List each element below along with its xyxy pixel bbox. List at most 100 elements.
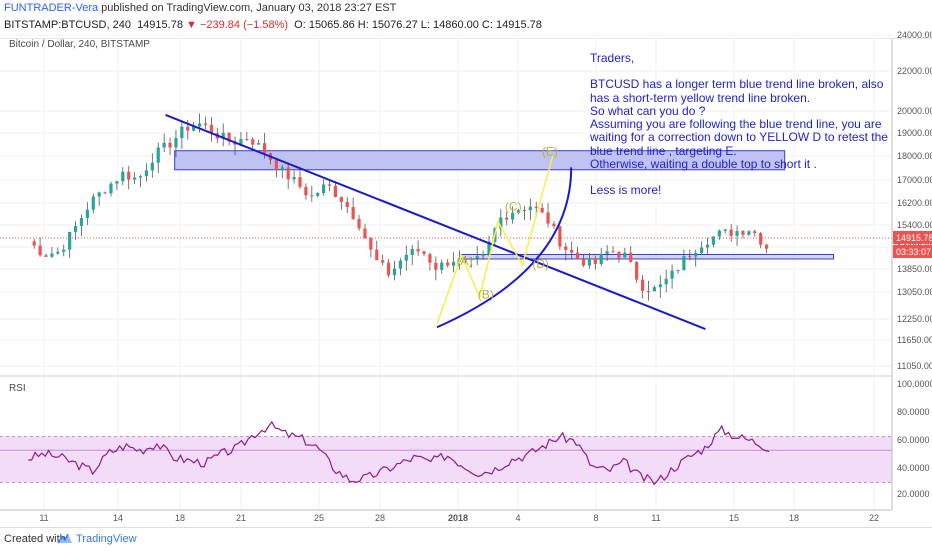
ohlc-values: O: 15065.86 H: 15076.27 L: 14860.00 C: 1… xyxy=(294,19,542,31)
candle xyxy=(168,142,172,148)
x-tick-label: 28 xyxy=(375,513,385,523)
candle xyxy=(741,231,745,235)
candle xyxy=(316,193,320,196)
candle xyxy=(558,226,562,247)
rsi-line xyxy=(28,420,770,486)
candle xyxy=(611,251,615,253)
note-line: So what can you do ? xyxy=(590,103,706,118)
candle xyxy=(203,123,208,125)
x-tick-label: 8 xyxy=(593,513,598,523)
pattern-label: (E) xyxy=(542,144,558,158)
rsi-tick-label: 60.0000 xyxy=(897,435,930,445)
candle xyxy=(298,177,302,187)
symbol-label[interactable]: BITSTAMP:BTCUSD, 240 xyxy=(4,19,131,31)
countdown-label: 03:33:07 xyxy=(896,247,931,257)
candle xyxy=(221,132,225,139)
candle xyxy=(416,248,420,252)
candle xyxy=(505,217,509,220)
candle xyxy=(587,258,592,266)
candle xyxy=(73,225,78,232)
pattern-label: (D) xyxy=(532,257,549,271)
rsi-tick-label: 40.0000 xyxy=(897,463,930,473)
candle xyxy=(310,195,314,197)
candle xyxy=(581,259,586,266)
candle xyxy=(286,167,290,180)
candle xyxy=(162,142,166,148)
candle xyxy=(664,278,668,285)
parabolic-curve[interactable] xyxy=(436,167,573,329)
axes: 24000.00 22000.00 20000.00 19000.00 18000.00… xyxy=(0,30,932,523)
candle xyxy=(381,260,385,263)
candle xyxy=(186,126,190,131)
ohlc-line: BITSTAMP:BTCUSD, 240 14915.78 ▼ −239.84 … xyxy=(4,19,542,31)
candle xyxy=(434,262,438,270)
candle xyxy=(700,247,704,253)
candle xyxy=(38,245,42,256)
candle xyxy=(62,249,66,252)
candle xyxy=(245,139,249,141)
candle xyxy=(197,123,202,127)
blue-trend-line[interactable] xyxy=(165,114,706,330)
candle xyxy=(251,139,255,145)
y-tick-label: 16200.00 xyxy=(897,198,932,208)
publish-line: FUNTRADER-Vera published on TradingView.… xyxy=(4,2,396,14)
candle xyxy=(333,185,338,198)
candle xyxy=(640,279,645,291)
x-tick-label: 22 xyxy=(869,513,879,523)
header: FUNTRADER-Vera published on TradingView.… xyxy=(0,0,932,39)
candle xyxy=(487,241,491,254)
candle xyxy=(156,147,160,163)
tradingview-brand[interactable]: TradingView xyxy=(76,533,137,545)
x-tick-label: 14 xyxy=(113,513,123,523)
author-link[interactable]: FUNTRADER-Vera xyxy=(4,2,99,14)
candle xyxy=(747,231,751,235)
abcde-pattern[interactable] xyxy=(436,155,554,325)
tradingview-logo-icon[interactable] xyxy=(57,531,73,545)
candle xyxy=(322,184,326,194)
candle xyxy=(705,244,710,248)
note-greeting: Traders, xyxy=(590,51,635,65)
price-pane[interactable]: Bitcoin / Dollar, 240, BITSTAMP (A) (B) (C… xyxy=(0,39,892,330)
candle xyxy=(564,246,568,250)
note-line: Otherwise, waiting a double top to short… xyxy=(590,157,817,172)
candle xyxy=(446,262,450,266)
candle xyxy=(50,253,54,257)
resistance-zone[interactable] xyxy=(174,150,786,171)
y-tick-label: 20000.00 xyxy=(897,106,932,116)
candle xyxy=(97,192,101,197)
y-tick-label: 22000.00 xyxy=(897,66,932,76)
price-tag-label: 14915.78 xyxy=(896,233,932,243)
candle xyxy=(711,236,716,245)
candle xyxy=(404,254,408,261)
y-tick-label: 11650.00 xyxy=(897,335,932,345)
candle xyxy=(180,126,184,138)
candle xyxy=(68,231,72,250)
candle xyxy=(239,139,243,145)
analysis-note: Traders, BTCUSD has a longer term blue t… xyxy=(590,51,892,198)
candle xyxy=(103,192,107,194)
candle xyxy=(127,171,131,180)
candle xyxy=(428,254,432,263)
candle xyxy=(552,223,556,227)
pattern-label: (C) xyxy=(505,200,522,214)
candle xyxy=(635,261,639,280)
y-tick-label: 19000.00 xyxy=(897,128,932,138)
y-tick-label: 15400.00 xyxy=(897,220,932,230)
symbol-title: Bitcoin / Dollar, 240, BITSTAMP xyxy=(9,39,150,50)
candle xyxy=(481,253,485,257)
price-change: ▼ −239.84 (−1.58%) xyxy=(186,19,289,31)
y-tick-label: 12250.00 xyxy=(897,314,932,324)
candle xyxy=(440,262,444,270)
rsi-title: RSI xyxy=(9,383,26,394)
x-tick-label: 2018 xyxy=(448,513,468,523)
y-tick-label: 17000.00 xyxy=(897,175,932,185)
rsi-pane[interactable]: RSI xyxy=(0,383,892,486)
note-line: BTCUSD has a longer term blue trend line… xyxy=(590,77,884,105)
price-tag: 14915.78 xyxy=(893,230,932,244)
candle xyxy=(546,212,550,224)
rsi-tick-label: 80.0000 xyxy=(897,407,930,417)
candle xyxy=(375,249,379,261)
candle xyxy=(676,269,680,271)
candle xyxy=(144,170,149,177)
